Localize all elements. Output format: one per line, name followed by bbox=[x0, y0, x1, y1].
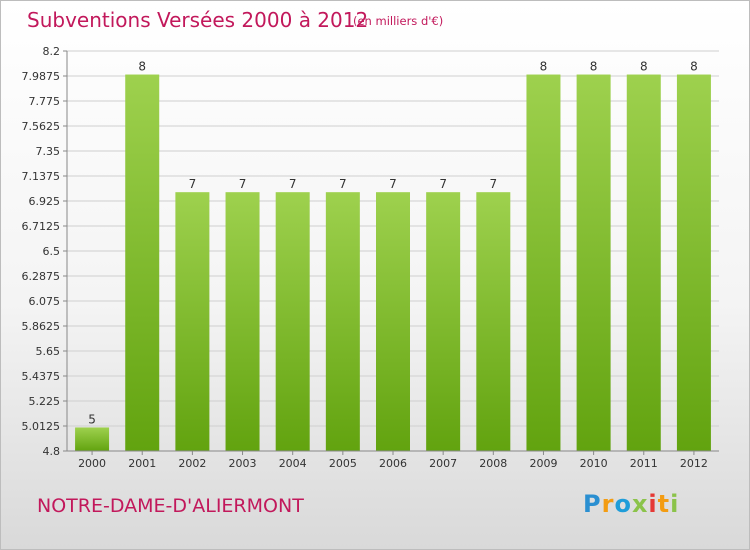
bar bbox=[75, 427, 110, 451]
y-tick-label: 5.4375 bbox=[22, 370, 61, 383]
y-tick-label: 5.0125 bbox=[22, 420, 61, 433]
bar bbox=[325, 192, 360, 452]
data-label: 8 bbox=[690, 60, 698, 74]
bar bbox=[275, 192, 310, 452]
y-tick-label: 7.9875 bbox=[22, 70, 61, 83]
bar bbox=[476, 192, 511, 452]
y-tick-label: 7.5625 bbox=[22, 120, 61, 133]
x-tick-label: 2004 bbox=[279, 457, 307, 470]
x-tick-label: 2000 bbox=[78, 457, 106, 470]
y-tick-label: 5.225 bbox=[29, 395, 61, 408]
y-tick-label: 7.1375 bbox=[22, 170, 61, 183]
axes: 8.2 7.9875 7.775 7.5625 7.35 7.1375 6.925 6.712… bbox=[22, 45, 719, 470]
data-label: 7 bbox=[189, 177, 197, 191]
chart-subtitle: (en milliers d'€) bbox=[353, 14, 444, 28]
x-tick-label: 2012 bbox=[680, 457, 708, 470]
commune-name: NOTRE-DAME-D'ALIERMONT bbox=[37, 495, 304, 517]
data-label: 7 bbox=[389, 177, 397, 191]
y-tick-label: 5.8625 bbox=[22, 320, 61, 333]
data-label: 7 bbox=[439, 177, 447, 191]
bars: 5 8 7 7 7 7 7 7 7 8 8 8 8 bbox=[75, 60, 711, 452]
x-tick-label: 2009 bbox=[529, 457, 557, 470]
y-tick-label: 6.075 bbox=[29, 295, 61, 308]
bar bbox=[576, 74, 611, 451]
bar bbox=[175, 192, 210, 452]
y-tick-label: 4.8 bbox=[43, 445, 61, 458]
bar bbox=[526, 74, 561, 451]
bar bbox=[225, 192, 260, 452]
x-tick-label: 2011 bbox=[630, 457, 658, 470]
data-label: 7 bbox=[339, 177, 347, 191]
x-tick-label: 2005 bbox=[329, 457, 357, 470]
data-label: 5 bbox=[88, 412, 96, 426]
y-tick-label: 7.35 bbox=[36, 145, 61, 158]
proxiti-logo: Proxiti bbox=[583, 490, 680, 518]
y-tick-label: 6.925 bbox=[29, 195, 61, 208]
data-label: 8 bbox=[590, 60, 598, 74]
y-tick-label: 6.2875 bbox=[22, 270, 61, 283]
bar bbox=[426, 192, 461, 452]
data-label: 8 bbox=[540, 60, 548, 74]
data-label: 7 bbox=[289, 177, 297, 191]
chart-title: Subventions Versées 2000 à 2012 bbox=[27, 8, 369, 32]
y-tick-label: 6.5 bbox=[43, 245, 61, 258]
x-tick-label: 2003 bbox=[229, 457, 257, 470]
x-tick-label: 2010 bbox=[580, 457, 608, 470]
x-tick-label: 2007 bbox=[429, 457, 457, 470]
y-tick-label: 7.775 bbox=[29, 95, 61, 108]
data-label: 7 bbox=[489, 177, 497, 191]
data-label: 8 bbox=[640, 60, 648, 74]
x-tick-label: 2006 bbox=[379, 457, 407, 470]
data-label: 7 bbox=[239, 177, 247, 191]
data-label: 8 bbox=[138, 60, 146, 74]
y-tick-label: 5.65 bbox=[36, 345, 61, 358]
y-tick-label: 8.2 bbox=[43, 45, 61, 58]
bar bbox=[125, 74, 160, 451]
bar bbox=[676, 74, 711, 451]
bar bbox=[376, 192, 410, 452]
x-tick-label: 2008 bbox=[479, 457, 507, 470]
x-tick-label: 2001 bbox=[128, 457, 156, 470]
x-tick-label: 2002 bbox=[178, 457, 206, 470]
bar bbox=[626, 74, 661, 451]
y-tick-label: 6.7125 bbox=[22, 220, 61, 233]
